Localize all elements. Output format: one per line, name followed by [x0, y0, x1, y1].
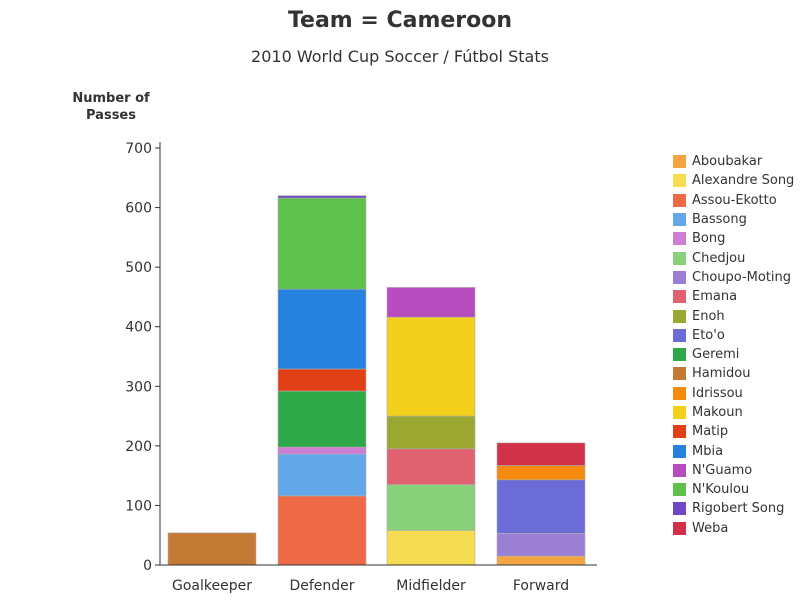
legend-label: N'Guamo: [692, 462, 753, 478]
legend-label: Makoun: [692, 405, 743, 420]
legend-item-choupo-moting: Choupo-Moting: [673, 268, 794, 287]
legend-label: Mbia: [692, 443, 724, 459]
bar-segment-forward-weba: [496, 442, 586, 466]
bar-segment-defender-matip: [277, 368, 367, 392]
y-tick-label: 600: [125, 201, 152, 217]
legend-item-mbia: Mbia: [673, 441, 794, 460]
bar-segment-midfielder-chedjou: [386, 484, 476, 531]
legend-label: Hamidou: [692, 366, 751, 382]
legend-item-bong: Bong: [673, 229, 794, 248]
legend-swatch: [673, 425, 686, 439]
legend-item-chedjou: Chedjou: [673, 248, 794, 267]
legend-swatch: [673, 213, 686, 227]
legend-label: Choupo-Moting: [692, 269, 792, 285]
legend-swatch: [673, 502, 686, 516]
legend-item-n-koulou: N'Koulou: [673, 480, 794, 499]
x-tick-label-defender: Defender: [289, 578, 354, 594]
legend-label: Chedjou: [692, 250, 746, 266]
bar-segment-defender-n-koulou: [277, 197, 367, 290]
legend-swatch: [673, 444, 686, 458]
bar-segment-defender-bong: [277, 446, 367, 455]
chart-subtitle: 2010 World Cup Soccer / Fútbol Stats: [251, 47, 549, 66]
bar-segment-defender-mbia: [277, 288, 367, 370]
legend-swatch: [673, 483, 686, 497]
bar-segment-defender-rigobert-song: [277, 195, 367, 199]
bar-segment-forward-idrissou: [496, 465, 586, 481]
bar-segment-midfielder-emana: [386, 448, 476, 485]
y-tick-label: 500: [125, 260, 152, 276]
legend-item-emana: Emana: [673, 287, 794, 306]
bar-segment-midfielder-n-guamo: [386, 287, 476, 318]
legend-label: Assou-Ekotto: [692, 192, 777, 208]
legend-item-bassong: Bassong: [673, 210, 794, 229]
legend-item-geremi: Geremi: [673, 345, 794, 364]
legend-swatch: [673, 386, 686, 400]
legend-item-rigobert-song: Rigobert Song: [673, 499, 794, 518]
legend-label: Geremi: [692, 347, 740, 363]
y-tick-label: 700: [125, 141, 152, 157]
legend-swatch: [673, 155, 686, 169]
bar-segment-defender-geremi: [277, 390, 367, 448]
legend-item-assou-ekotto: Assou-Ekotto: [673, 191, 794, 210]
legend-item-hamidou: Hamidou: [673, 364, 794, 383]
legend-label: Rigobert Song: [692, 501, 785, 517]
bars-layer: [167, 195, 586, 566]
legend-item-n-guamo: N'Guamo: [673, 461, 794, 480]
bar-segment-defender-bassong: [277, 453, 367, 497]
legend-label: Emana: [692, 289, 738, 305]
bar-segment-defender-assou-ekotto: [277, 495, 367, 566]
legend-swatch: [673, 309, 686, 323]
legend-label: Weba: [692, 520, 729, 536]
chart-title: Team = Cameroon: [287, 8, 513, 33]
y-axis-label: Number of Passes: [72, 91, 150, 123]
axes-layer: 0 100 200 300 400 500 600 700 Goalkeeper Defender…: [125, 141, 597, 594]
legend-item-idrissou: Idrissou: [673, 384, 794, 403]
legend-item-aboubakar: Aboubakar: [673, 152, 794, 171]
x-tick-label-forward: Forward: [513, 578, 569, 594]
legend-label: Bong: [692, 231, 726, 247]
bar-segment-forward-choupo-moting: [496, 533, 586, 557]
legend-label: Matip: [692, 424, 729, 440]
legend-swatch: [673, 270, 686, 284]
legend-swatch: [673, 232, 686, 246]
legend-swatch: [673, 463, 686, 477]
legend-item-weba: Weba: [673, 519, 794, 538]
y-tick-label: 0: [143, 558, 152, 574]
bar-segment-goalkeeper-hamidou: [167, 532, 257, 566]
legend-swatch: [673, 174, 686, 188]
y-tick-label: 400: [125, 320, 152, 336]
legend-swatch: [673, 348, 686, 362]
legend-label: Idrissou: [692, 385, 743, 401]
legend-label: Bassong: [692, 212, 747, 228]
legend-label: Enoh: [692, 308, 725, 324]
y-tick-label: 200: [125, 439, 152, 455]
legend-label: N'Koulou: [692, 482, 750, 498]
legend-item-makoun: Makoun: [673, 403, 794, 422]
legend-item-matip: Matip: [673, 422, 794, 441]
legend-swatch: [673, 328, 686, 342]
bar-segment-midfielder-makoun: [386, 316, 476, 417]
x-tick-label-midfielder: Midfielder: [396, 578, 466, 594]
legend: Aboubakar Alexandre Song Assou-Ekotto Basso…: [673, 152, 794, 538]
bar-segment-forward-aboubakar: [496, 555, 586, 566]
legend-label: Aboubakar: [692, 154, 763, 170]
legend-swatch: [673, 290, 686, 304]
legend-swatch: [673, 521, 686, 535]
legend-swatch: [673, 251, 686, 265]
legend-item-eto-o: Eto'o: [673, 326, 794, 345]
bar-segment-midfielder-enoh: [386, 415, 476, 450]
y-tick-label: 300: [125, 379, 152, 395]
legend-swatch: [673, 367, 686, 381]
legend-item-enoh: Enoh: [673, 306, 794, 325]
legend-swatch: [673, 193, 686, 207]
bar-segment-forward-eto-o: [496, 479, 586, 534]
legend-label: Eto'o: [692, 327, 725, 343]
legend-label: Alexandre Song: [692, 173, 795, 189]
bar-segment-midfielder-alexandre-song: [386, 530, 476, 566]
legend-item-alexandre-song: Alexandre Song: [673, 171, 794, 190]
y-tick-label: 100: [125, 498, 152, 514]
legend-swatch: [673, 406, 686, 419]
x-tick-label-goalkeeper: Goalkeeper: [172, 578, 252, 594]
